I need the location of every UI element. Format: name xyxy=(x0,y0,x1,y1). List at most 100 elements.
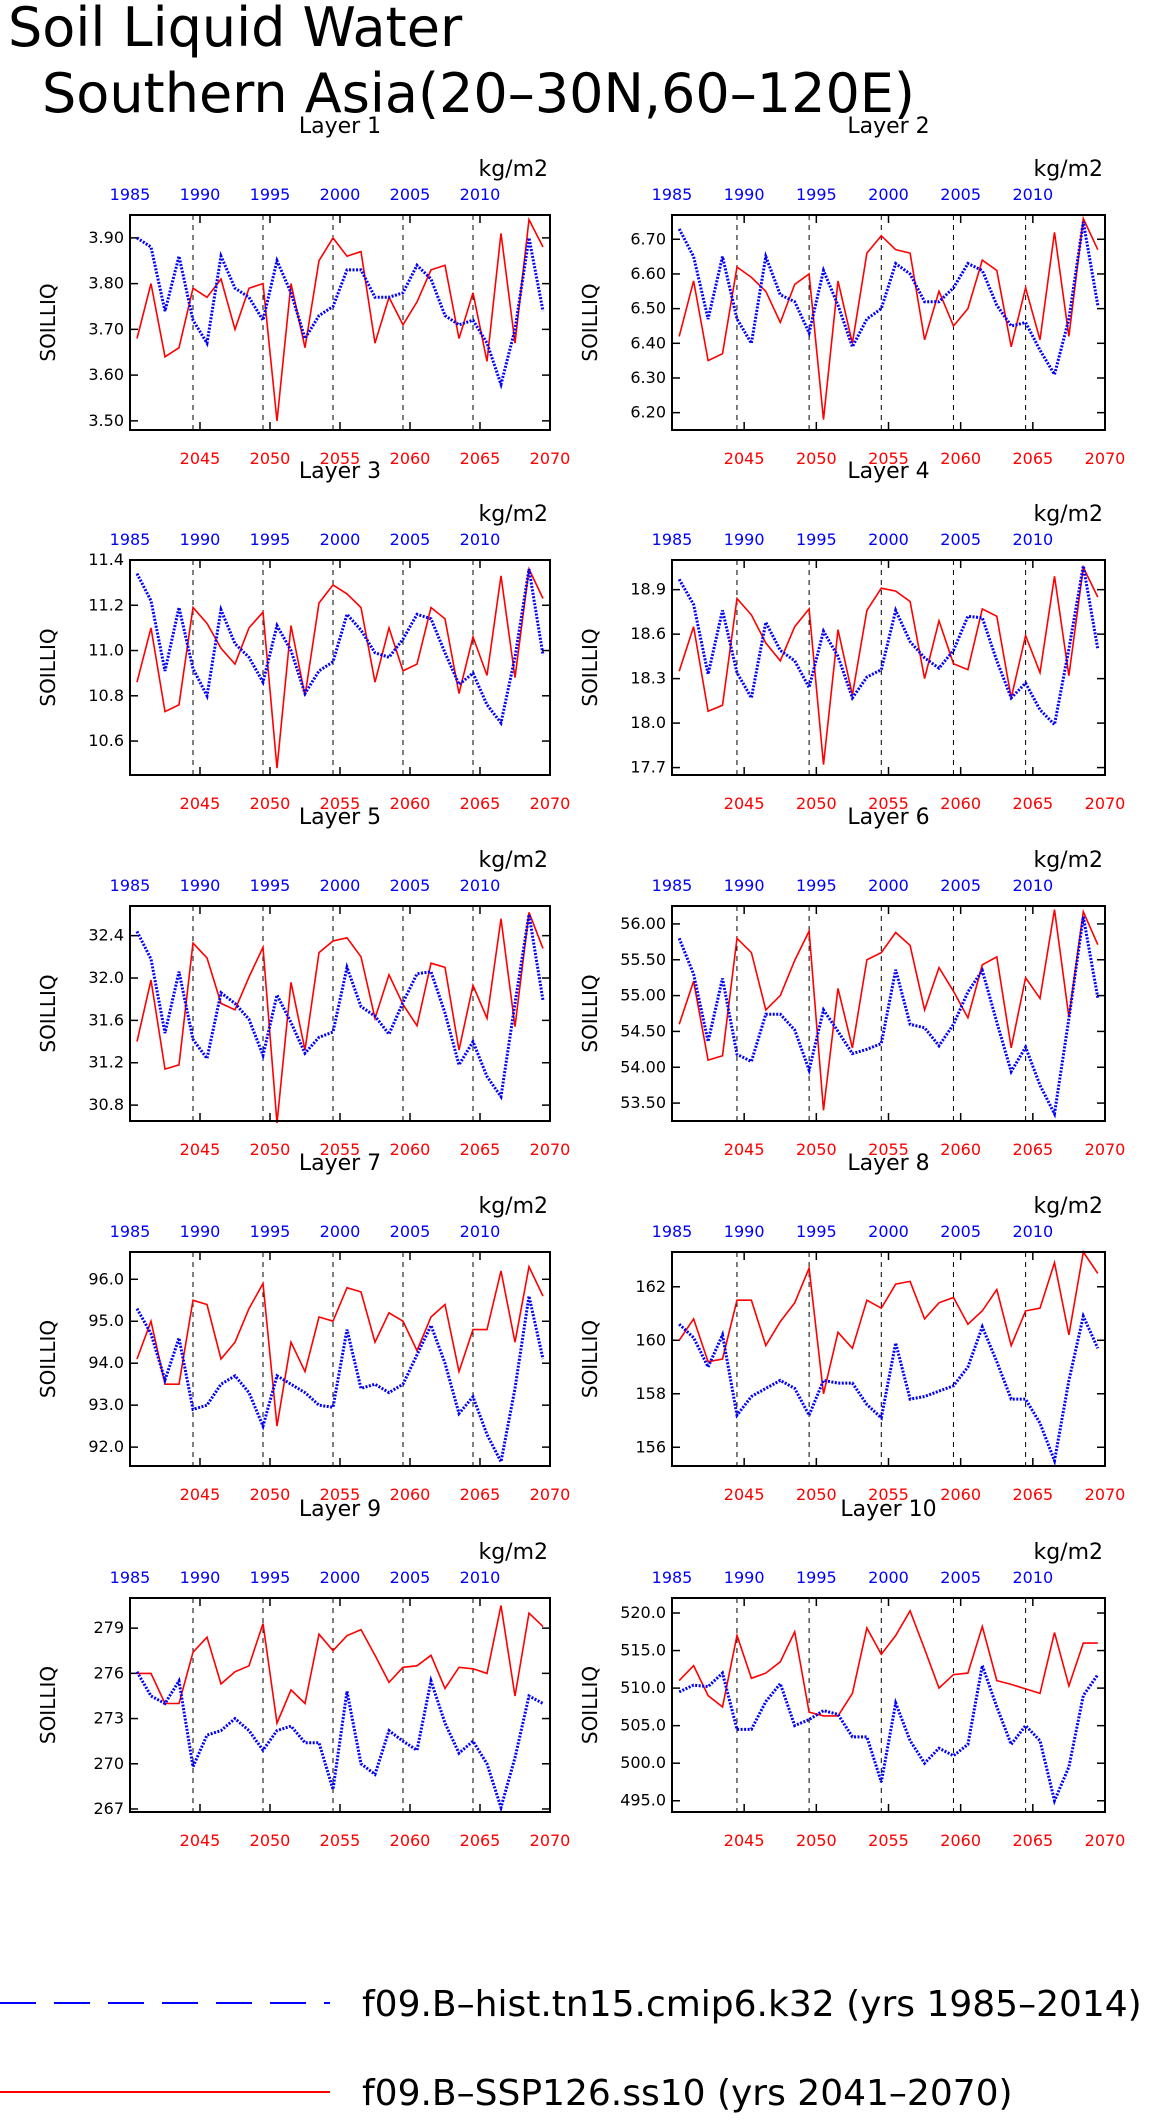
units-label: kg/m2 xyxy=(1033,157,1103,182)
x-top-tick-label: 2005 xyxy=(940,530,981,549)
y-tick-label: 279 xyxy=(93,1618,124,1637)
x-bottom-tick-label: 2065 xyxy=(460,1831,501,1850)
series-line-future xyxy=(678,215,1099,420)
plot-frame xyxy=(671,1597,1106,1813)
y-tick-label: 270 xyxy=(93,1754,124,1773)
x-bottom-tick-label: 2045 xyxy=(724,1140,765,1159)
x-bottom-tick-label: 2060 xyxy=(940,1140,981,1159)
panel-9: Layer 9 kg/m2 SOILLIQ 267 270 273 276 279 1985 19… xyxy=(36,1497,570,1850)
x-top-tick-label: 1995 xyxy=(250,876,291,895)
plot-frame xyxy=(129,1597,551,1813)
x-top-tick-label: 1990 xyxy=(724,1222,765,1241)
y-tick-label: 3.50 xyxy=(88,411,124,430)
x-bottom-tick-label: 2065 xyxy=(1012,1485,1053,1504)
x-top-tick-label: 2000 xyxy=(868,1568,909,1587)
y-tick-label: 156 xyxy=(635,1437,666,1456)
x-bottom-tick-label: 2055 xyxy=(320,794,361,813)
y-tick-label: 18.0 xyxy=(630,713,666,732)
x-top-tick-label: 1990 xyxy=(724,185,765,204)
series-line-hist xyxy=(677,565,1100,728)
x-bottom-tick-label: 2060 xyxy=(390,449,431,468)
panel-2: Layer 2 kg/m2 SOILLIQ 6.20 6.30 6.40 6.50 6.60 6… xyxy=(578,114,1125,468)
series-line-future xyxy=(136,912,544,1124)
panel-title: Layer 2 xyxy=(847,114,929,139)
x-bottom-tick-label: 2045 xyxy=(180,1831,221,1850)
x-top-tick-label: 2005 xyxy=(940,185,981,204)
series-line-hist xyxy=(136,236,545,390)
x-top-tick-label: 2000 xyxy=(320,876,361,895)
y-tick-label: 93.0 xyxy=(88,1395,124,1414)
x-top-tick-label: 2000 xyxy=(320,530,361,549)
x-bottom-tick-label: 2065 xyxy=(460,1140,501,1159)
y-axis-label: SOILLIQ xyxy=(36,1320,60,1398)
x-bottom-tick-label: 2045 xyxy=(180,1485,221,1504)
y-tick-label: 276 xyxy=(93,1663,124,1682)
x-top-tick-label: 1990 xyxy=(180,185,221,204)
x-top-tick-label: 2005 xyxy=(390,1568,431,1587)
x-top-tick-label: 1990 xyxy=(724,876,765,895)
series-line-future xyxy=(678,1249,1099,1394)
y-tick-label: 160 xyxy=(635,1330,666,1349)
x-bottom-tick-label: 2070 xyxy=(530,1485,571,1504)
y-tick-label: 95.0 xyxy=(88,1311,124,1330)
y-tick-label: 30.8 xyxy=(88,1095,124,1114)
y-tick-label: 31.6 xyxy=(88,1010,124,1029)
x-bottom-tick-label: 2045 xyxy=(180,794,221,813)
y-axis-label: SOILLIQ xyxy=(578,628,602,706)
x-bottom-tick-label: 2060 xyxy=(390,1485,431,1504)
x-bottom-tick-label: 2050 xyxy=(250,1485,291,1504)
y-tick-label: 11.0 xyxy=(88,641,124,660)
panel-title: Layer 3 xyxy=(299,459,381,484)
y-tick-label: 495.0 xyxy=(620,1791,666,1810)
x-top-tick-label: 1995 xyxy=(796,185,837,204)
panel-title: Layer 6 xyxy=(847,805,929,830)
y-tick-label: 56.00 xyxy=(620,914,666,933)
x-top-tick-label: 2000 xyxy=(320,1222,361,1241)
y-tick-label: 18.9 xyxy=(630,580,666,599)
series-line-hist xyxy=(678,1311,1100,1467)
y-tick-label: 32.0 xyxy=(88,968,124,987)
x-bottom-tick-label: 2045 xyxy=(724,794,765,813)
units-label: kg/m2 xyxy=(478,1194,548,1219)
legend: f09.B–hist.tn15.cmip6.k32 (yrs 1985–2014… xyxy=(0,1984,1142,2114)
x-top-tick-label: 2000 xyxy=(868,185,909,204)
y-tick-label: 10.8 xyxy=(88,686,124,705)
x-bottom-tick-label: 2060 xyxy=(390,794,431,813)
plot-frame xyxy=(129,1251,551,1467)
x-top-tick-label: 1985 xyxy=(652,185,693,204)
x-bottom-tick-label: 2070 xyxy=(530,1831,571,1850)
x-top-tick-label: 1985 xyxy=(110,1568,151,1587)
units-label: kg/m2 xyxy=(478,502,548,527)
x-bottom-tick-label: 2055 xyxy=(868,1831,909,1850)
legend-label-hist: f09.B–hist.tn15.cmip6.k32 (yrs 1985–2014… xyxy=(362,1984,1142,2025)
y-tick-label: 510.0 xyxy=(620,1678,666,1697)
panel-7: Layer 7 kg/m2 SOILLIQ 92.0 93.0 94.0 95.0 96.0 1… xyxy=(36,1151,570,1504)
y-axis-label: SOILLIQ xyxy=(578,974,602,1052)
x-top-tick-label: 1995 xyxy=(796,530,837,549)
units-label: kg/m2 xyxy=(1033,1540,1103,1565)
x-top-tick-label: 2005 xyxy=(940,1222,981,1241)
x-top-tick-label: 1985 xyxy=(652,1222,693,1241)
x-top-tick-label: 1995 xyxy=(250,185,291,204)
y-tick-label: 54.50 xyxy=(620,1021,666,1040)
x-bottom-tick-label: 2065 xyxy=(1012,1831,1053,1850)
x-top-tick-label: 2010 xyxy=(1012,1568,1053,1587)
panel-5: Layer 5 kg/m2 SOILLIQ 30.8 31.2 31.6 32.0 32.4 1… xyxy=(36,805,570,1159)
y-tick-label: 6.30 xyxy=(630,368,666,387)
panel-title: Layer 10 xyxy=(840,1497,936,1522)
y-tick-label: 54.00 xyxy=(620,1057,666,1076)
panel-title: Layer 4 xyxy=(847,459,929,484)
x-bottom-tick-label: 2050 xyxy=(796,794,837,813)
y-tick-label: 32.4 xyxy=(88,926,124,945)
x-bottom-tick-label: 2060 xyxy=(940,794,981,813)
y-tick-label: 94.0 xyxy=(88,1353,124,1372)
y-tick-label: 11.2 xyxy=(88,595,124,614)
y-tick-label: 267 xyxy=(93,1799,124,1818)
x-top-tick-label: 1995 xyxy=(796,1568,837,1587)
x-top-tick-label: 2010 xyxy=(460,1568,501,1587)
units-label: kg/m2 xyxy=(1033,502,1103,527)
x-bottom-tick-label: 2055 xyxy=(320,1485,361,1504)
panel-10: Layer 10 kg/m2 SOILLIQ 495.0 500.0 505.0 510.0… xyxy=(578,1497,1125,1850)
y-axis-label: SOILLIQ xyxy=(578,283,602,361)
